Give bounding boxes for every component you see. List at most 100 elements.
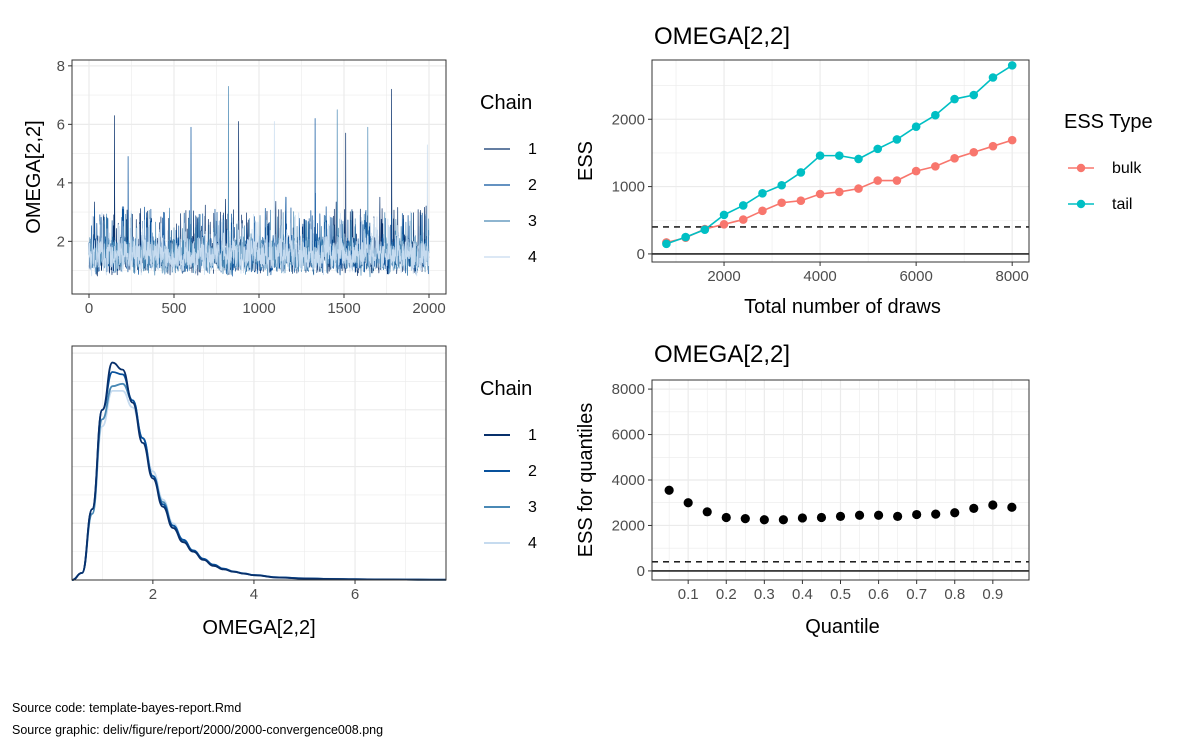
legend-label-2: 2 bbox=[528, 177, 537, 194]
ess-point-tail bbox=[911, 122, 921, 131]
x-axis-label: Quantile bbox=[805, 616, 880, 638]
legend-title: Chain bbox=[480, 92, 532, 114]
x-tick-label: 6 bbox=[351, 586, 359, 603]
quantile-point bbox=[969, 503, 979, 514]
quantile-point bbox=[759, 515, 769, 525]
x-tick-label: 2 bbox=[149, 586, 157, 603]
ess-point-bulk bbox=[815, 189, 825, 199]
ess-legend: ESS Type bulk tail bbox=[1064, 111, 1153, 213]
x-tick-label: 0 bbox=[85, 300, 93, 317]
ess-point-tail bbox=[777, 180, 786, 190]
y-tick-label: 1000 bbox=[612, 179, 645, 196]
density-plot: 2 4 6 OMEGA[2,2] bbox=[71, 345, 447, 639]
quantile-point bbox=[816, 512, 827, 523]
y-tick-label: 6000 bbox=[612, 427, 645, 444]
quantile-point bbox=[988, 500, 998, 510]
y-tick-label: 0 bbox=[637, 246, 645, 263]
legend-label-4: 4 bbox=[528, 535, 537, 552]
chart-title: OMEGA[2,2] bbox=[654, 341, 790, 368]
y-tick-label: 2000 bbox=[612, 517, 645, 534]
x-tick-label: 4000 bbox=[803, 268, 836, 285]
x-tick-label: 6000 bbox=[899, 268, 932, 285]
quantile-point bbox=[778, 515, 788, 525]
y-axis-label: OMEGA[2,2] bbox=[23, 120, 45, 233]
quantile-point bbox=[702, 507, 712, 517]
x-tick-label: 1500 bbox=[327, 300, 360, 317]
y-tick-label: 4000 bbox=[612, 472, 645, 489]
y-tick-label: 2000 bbox=[612, 111, 645, 128]
quantile-point bbox=[740, 514, 750, 524]
ess-point-tail bbox=[662, 239, 671, 249]
ess-point-tail bbox=[950, 94, 959, 104]
ess-point-tail bbox=[700, 225, 710, 234]
quantile-point bbox=[797, 513, 808, 523]
ess-point-bulk bbox=[931, 162, 940, 171]
ess-point-tail bbox=[738, 201, 748, 210]
x-tick-label: 0.8 bbox=[944, 586, 965, 603]
ess-point-bulk bbox=[911, 166, 921, 176]
ess-point-bulk bbox=[777, 198, 786, 208]
ess-point-bulk bbox=[1007, 135, 1017, 145]
ess-point-tail bbox=[892, 135, 902, 144]
chart-title: OMEGA[2,2] bbox=[654, 23, 790, 50]
density-legend: Chain 1 2 3 4 bbox=[480, 378, 537, 552]
legend-label-1: 1 bbox=[528, 427, 537, 444]
y-tick-label: 8000 bbox=[612, 381, 645, 398]
trace-plot: 0 500 1000 1500 2000 2 4 6 8 OMEGA[2,2] bbox=[23, 58, 447, 317]
ess-point-tail bbox=[988, 73, 998, 82]
ess-draws-plot: OMEGA[2,2]2000 4000 6000 8000010002000Total… bbox=[575, 23, 1030, 318]
ess-point-bulk bbox=[873, 176, 883, 185]
trace-legend: Chain 1 2 3 4 bbox=[480, 92, 537, 266]
ess-point-tail bbox=[969, 90, 979, 100]
y-tick-label: 6 bbox=[57, 116, 65, 133]
ess-point-tail bbox=[834, 151, 844, 160]
ess-quantile-plot: OMEGA[2,2] 0.1 0.2 0.3 0.4 0.5 0.6 0.7 0.8 0.9 0 20… bbox=[575, 341, 1030, 638]
legend-label-3: 3 bbox=[528, 213, 537, 230]
legend-label-tail: tail bbox=[1112, 196, 1132, 213]
panel-border bbox=[651, 59, 1030, 263]
ess-point-bulk bbox=[988, 141, 998, 151]
quantile-point bbox=[1007, 502, 1017, 512]
quantile-point bbox=[854, 510, 865, 520]
ess-point-tail bbox=[854, 154, 863, 164]
ess-point-bulk bbox=[796, 196, 806, 206]
ess-point-tail bbox=[931, 110, 940, 120]
legend-key-point-tail bbox=[1076, 199, 1086, 209]
x-axis-label: Total number of draws bbox=[744, 296, 941, 318]
ess-point-tail bbox=[758, 189, 767, 198]
quantile-point bbox=[721, 512, 731, 523]
ess-point-tail bbox=[719, 210, 729, 220]
legend-label-3: 3 bbox=[528, 499, 537, 516]
x-tick-label: 0.2 bbox=[716, 586, 737, 603]
ess-point-tail bbox=[681, 232, 690, 242]
legend-label-4: 4 bbox=[528, 249, 537, 266]
x-tick-label: 0.7 bbox=[906, 586, 927, 603]
legend-title: ESS Type bbox=[1064, 111, 1153, 133]
ess-point-bulk bbox=[758, 206, 767, 216]
x-tick-label: 0.1 bbox=[678, 586, 699, 603]
ess-point-tail bbox=[1007, 61, 1017, 70]
ess-point-bulk bbox=[950, 154, 959, 163]
x-tick-label: 0.4 bbox=[792, 586, 813, 603]
ess-point-tail bbox=[815, 151, 825, 160]
x-tick-label: 0.6 bbox=[868, 586, 889, 603]
x-tick-label: 500 bbox=[161, 300, 186, 317]
x-axis-label: OMEGA[2,2] bbox=[202, 617, 315, 639]
legend-label-bulk: bulk bbox=[1112, 160, 1142, 177]
legend-label-1: 1 bbox=[528, 141, 537, 158]
x-tick-label: 1000 bbox=[242, 300, 275, 317]
y-tick-label: 4 bbox=[57, 175, 65, 192]
quantile-point bbox=[931, 509, 941, 519]
panel-background bbox=[652, 60, 1029, 262]
density-line-chain-1 bbox=[71, 361, 447, 581]
quantile-point bbox=[873, 510, 884, 520]
quantile-point bbox=[893, 511, 903, 521]
ess-point-bulk bbox=[834, 187, 844, 197]
legend-label-2: 2 bbox=[528, 463, 537, 480]
x-tick-label: 8000 bbox=[996, 268, 1029, 285]
quantile-point bbox=[912, 509, 922, 520]
x-tick-label: 0.3 bbox=[754, 586, 775, 603]
y-tick-label: 8 bbox=[57, 58, 65, 75]
panel-border bbox=[71, 345, 447, 581]
